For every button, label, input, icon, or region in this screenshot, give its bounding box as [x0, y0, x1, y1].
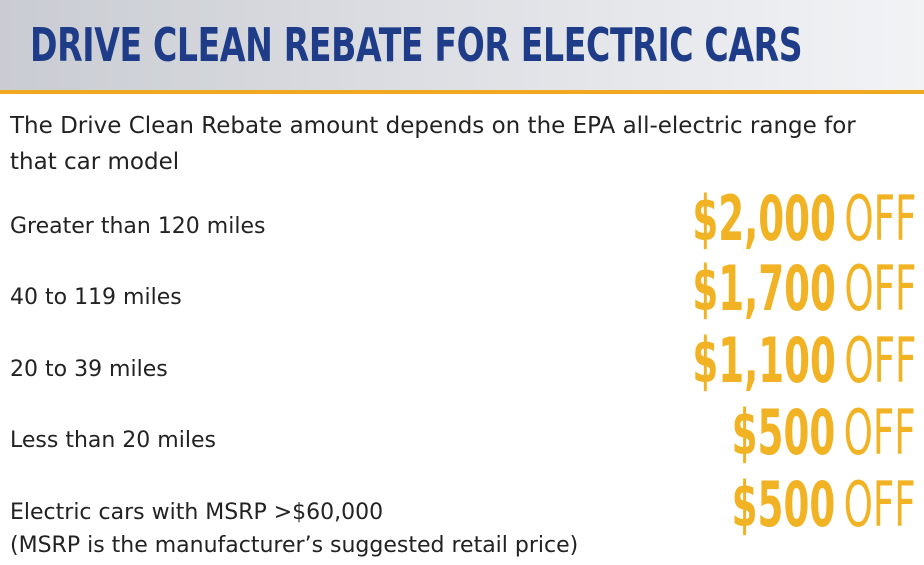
row-label: Greater than 120 miles	[10, 214, 266, 239]
rebate-amount: $1,700 OFF	[692, 258, 916, 320]
intro: The Drive Clean Rebate amount depends on…	[10, 113, 856, 175]
row-label: 40 to 119 miles	[10, 285, 182, 310]
row-note: (MSRP is the manufacturer’s suggested re…	[10, 533, 579, 558]
row-label: Less than 20 miles	[10, 428, 216, 453]
rebate-amount: $1,100 OFF	[692, 330, 916, 392]
rebate-amount: $500 OFF	[732, 402, 916, 464]
amount-suffix: OFF	[843, 252, 916, 325]
amount-suffix: OFF	[843, 182, 916, 255]
amount-suffix: OFF	[843, 468, 916, 541]
row-label: 20 to 39 miles	[10, 357, 168, 382]
amount: $1,700	[691, 252, 836, 325]
header: DRIVE CLEAN REBATE FOR ELECTRIC CARS	[0, 0, 924, 94]
amount-suffix: OFF	[843, 324, 916, 397]
rebate-amount: $2,000 OFF	[692, 188, 916, 250]
amount: $500	[731, 396, 836, 469]
amount: $1,100	[691, 324, 836, 397]
amount: $500	[731, 468, 836, 541]
title: DRIVE CLEAN REBATE FOR ELECTRIC CARS	[30, 18, 803, 72]
amount-suffix: OFF	[843, 396, 916, 469]
amount: $2,000	[691, 182, 836, 255]
row-label: Electric cars with MSRP >$60,000	[10, 500, 384, 525]
rebate-amount: $500 OFF	[732, 474, 916, 536]
